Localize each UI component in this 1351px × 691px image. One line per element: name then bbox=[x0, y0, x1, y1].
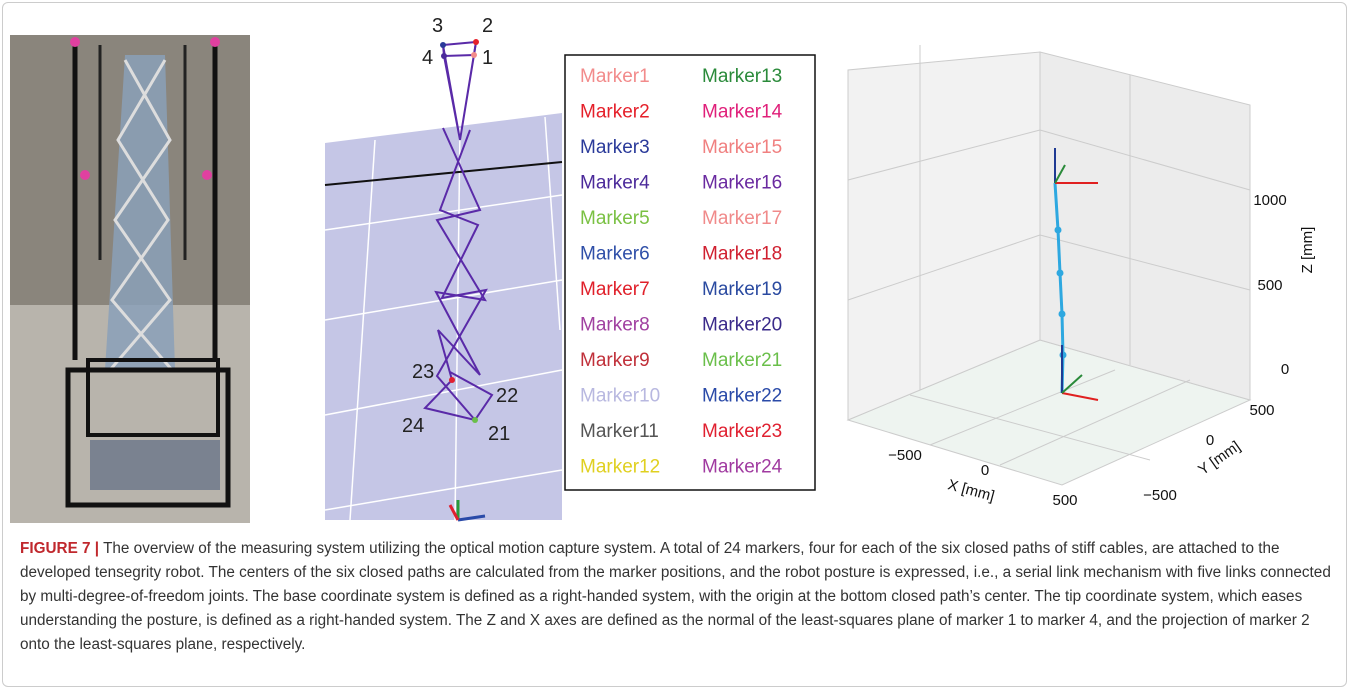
z-tick: 500 bbox=[1257, 277, 1282, 294]
legend-entry: Marker8 bbox=[580, 315, 650, 336]
legend-entry: Marker11 bbox=[580, 421, 659, 442]
legend-entry: Marker1 bbox=[580, 66, 650, 87]
caption-label: FIGURE 7 | bbox=[20, 540, 99, 557]
legend-entry: Marker2 bbox=[580, 102, 650, 123]
legend-entry: Marker5 bbox=[580, 208, 650, 229]
marker-label: 23 bbox=[412, 361, 434, 383]
y-label: Y [mm] bbox=[1195, 438, 1243, 479]
y-tick: 0 bbox=[1206, 432, 1214, 449]
z-tick: 1000 bbox=[1253, 192, 1286, 209]
legend-entry: Marker19 bbox=[702, 279, 782, 300]
legend-entry: Marker16 bbox=[702, 173, 782, 194]
marker-label: 21 bbox=[488, 423, 510, 445]
legend-entry: Marker3 bbox=[580, 137, 650, 158]
legend-entry: Marker15 bbox=[702, 137, 782, 158]
legend-entry: Marker17 bbox=[702, 208, 782, 229]
z-label: Z [mm] bbox=[1299, 227, 1316, 274]
mocap-view: 3 2 4 1 23 22 24 21 bbox=[325, 15, 562, 520]
z-tick: 0 bbox=[1281, 361, 1289, 378]
legend-entry: Marker20 bbox=[702, 315, 782, 336]
legend-entry: Marker4 bbox=[580, 173, 650, 194]
marker-label: 24 bbox=[402, 415, 424, 437]
marker-label: 4 bbox=[422, 47, 433, 69]
marker-label: 1 bbox=[482, 47, 493, 69]
legend-entry: Marker10 bbox=[580, 386, 660, 407]
y-tick: −500 bbox=[1143, 487, 1177, 504]
legend-entry: Marker7 bbox=[580, 279, 650, 300]
figure-panels: 3 2 4 1 23 22 24 21 Marker1 Marker2 Marker… bbox=[0, 0, 1351, 530]
caption-text: The overview of the measuring system uti… bbox=[20, 540, 1331, 653]
legend-entry: Marker6 bbox=[580, 244, 650, 265]
legend-entry: Marker12 bbox=[580, 457, 660, 478]
legend-entry: Marker22 bbox=[702, 386, 782, 407]
x-tick: −500 bbox=[888, 447, 922, 464]
photo bbox=[10, 35, 250, 523]
x-label: X [mm] bbox=[946, 476, 996, 505]
marker-label: 22 bbox=[496, 385, 518, 407]
legend-entry: Marker24 bbox=[702, 457, 783, 478]
legend-entry: Marker13 bbox=[702, 66, 782, 87]
x-tick: 0 bbox=[981, 462, 989, 479]
plot-3d bbox=[848, 45, 1250, 485]
legend-entry: Marker14 bbox=[702, 102, 783, 123]
marker-label: 2 bbox=[482, 15, 493, 37]
legend-entry: Marker18 bbox=[702, 244, 782, 265]
legend-entry: Marker21 bbox=[702, 350, 782, 371]
y-tick: 500 bbox=[1249, 402, 1274, 419]
caption: FIGURE 7 |The overview of the measuring … bbox=[20, 537, 1335, 657]
legend-entry: Marker9 bbox=[580, 350, 650, 371]
x-tick: 500 bbox=[1052, 492, 1077, 509]
legend-entry: Marker23 bbox=[702, 421, 782, 442]
marker-label: 3 bbox=[432, 15, 443, 37]
